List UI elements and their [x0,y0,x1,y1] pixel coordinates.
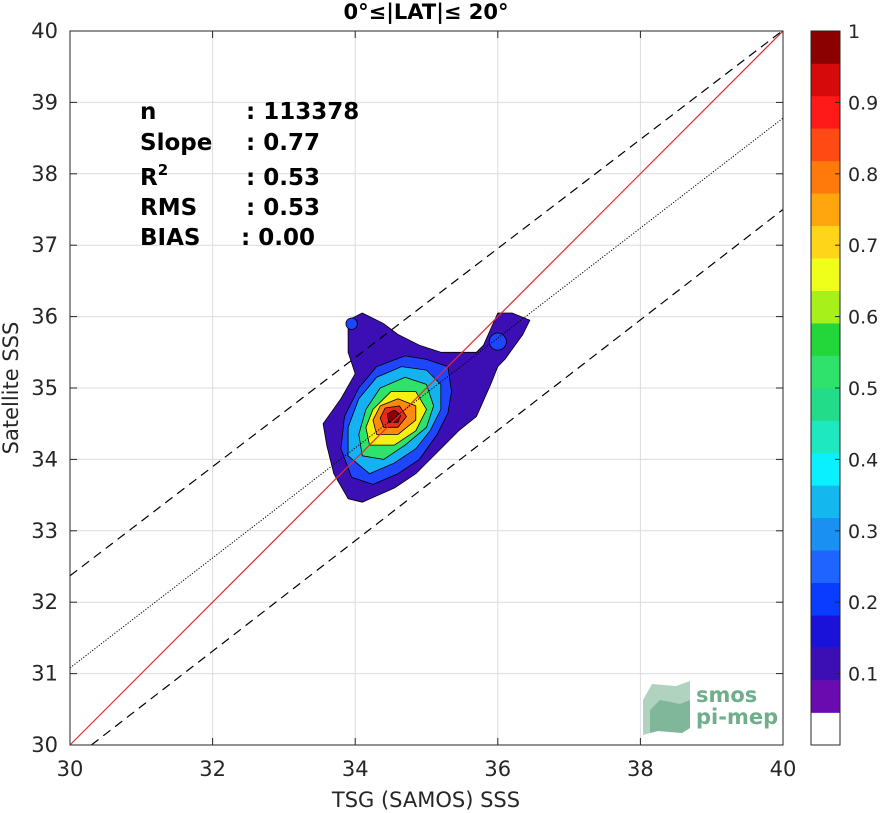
stat-label: BIAS [140,225,200,251]
y-tick-label: 34 [31,447,58,471]
x-tick-label: 32 [199,757,226,781]
colorbar-tick-label: 0.7 [848,235,878,257]
logo-text-smos: smos [696,683,757,707]
colorbar-band [811,517,840,551]
colorbar-band [811,550,840,584]
colorbar-band [811,193,840,227]
colorbar-band [811,323,840,356]
contour-level-7 [386,409,402,423]
colorbar-tick-label: 0.9 [848,92,878,114]
colorbar-band [811,615,840,648]
colorbar-tick-label: 0.4 [848,449,878,471]
y-tick-label: 33 [31,519,58,543]
density-contours [322,312,531,503]
lower-bound-line [91,209,784,746]
x-tick-label: 40 [770,757,797,781]
colorbar-band [811,31,840,64]
colorbar-band [811,160,840,194]
x-tick-label: 34 [342,757,369,781]
chart-title: 0°≤|LAT|≤ 20° [343,0,508,25]
y-tick-label: 36 [31,305,58,329]
contour-blob-0 [488,332,507,351]
colorbar-band [811,258,840,291]
colorbar-band [811,63,840,97]
colorbar-tick-label: 1 [848,21,860,43]
y-tick-label: 40 [31,19,58,43]
colorbar-band [811,95,840,129]
x-axis-ticks: 30 32 34 36 38 40 [57,31,797,781]
stat-value: : 0.77 [246,130,320,156]
y-tick-label: 38 [31,162,58,186]
stat-value: : 0.53 [246,165,320,191]
colorbar-tick-label: 0.6 [848,307,878,329]
colorbar-band [811,647,840,681]
logo-waves-front-icon [650,700,690,733]
y-tick-label: 37 [31,233,58,257]
colorbar-band [811,420,840,454]
stat-label: n [140,99,156,125]
one-to-one-line [69,30,784,746]
y-tick-label: 35 [31,376,58,400]
stat-value: : 0.00 [241,225,315,251]
smos-pi-mep-logo: smos pi-mep [643,681,778,735]
colorbar-tick-label: 0.5 [848,378,878,400]
colorbar-tick-label: 0.3 [848,521,878,543]
stats-annotation: n : 113378 Slope : 0.77 R2 : 0.53 RMS : 0.53 BIA… [140,99,359,251]
y-axis-ticks: 30 31 32 33 34 35 36 37 38 39 40 [31,19,783,757]
colorbar-band [811,290,840,324]
colorbar-band [811,712,840,746]
y-tick-label: 39 [31,90,58,114]
y-tick-label: 30 [31,733,58,757]
stat-label: RMS [140,195,197,221]
colorbar-band [811,225,840,259]
stat-value: : 0.53 [246,195,320,221]
reference-lines [69,29,784,746]
y-tick-label: 31 [31,662,58,686]
stat-label: R2 [140,161,168,191]
colorbar-tick-label: 0.8 [848,164,878,186]
colorbar-tick-label: 0.1 [848,664,878,686]
colorbar-band [811,680,840,713]
x-axis-label: TSG (SAMOS) SSS [331,788,520,812]
colorbar-band [811,452,840,486]
colorbar-band [811,485,840,519]
y-axis-label: Satellite SSS [0,322,23,455]
x-tick-label: 30 [57,757,84,781]
logo-text-pi-mep: pi-mep [696,705,778,729]
y-tick-label: 32 [31,590,58,614]
colorbar-band [811,355,840,389]
colorbar: 0.1 0.2 0.3 0.4 0.5 0.6 0.7 0.8 0.9 1 [810,21,878,746]
contour-blob-1 [345,317,358,330]
stat-value: : 113378 [246,99,359,125]
colorbar-band [811,388,840,421]
x-tick-label: 36 [484,757,511,781]
colorbar-band [811,128,840,162]
upper-bound-line [69,29,784,577]
stat-label: Slope [140,130,212,156]
colorbar-tick-label: 0.2 [848,592,878,614]
stat-superscript: 2 [158,161,168,179]
x-tick-label: 38 [627,757,654,781]
colorbar-band [811,582,840,616]
